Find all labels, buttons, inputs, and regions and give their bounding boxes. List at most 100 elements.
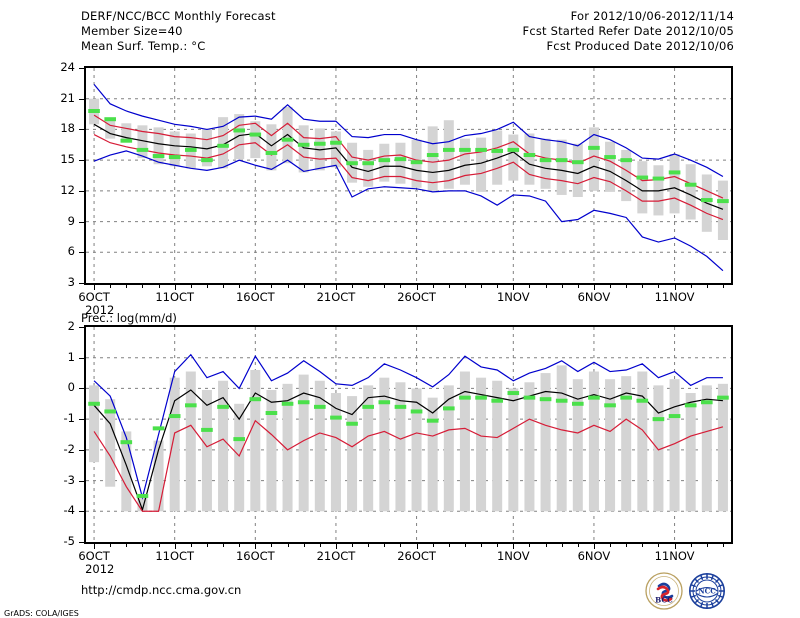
- median-marker: [717, 395, 729, 400]
- ensemble-spread-bar: [492, 380, 503, 512]
- y-tick: [79, 542, 84, 543]
- x-tick-minor: [271, 544, 273, 547]
- median-marker: [297, 400, 310, 405]
- ensemble-spread-bar: [363, 385, 374, 512]
- x-tick-minor: [206, 544, 208, 547]
- median-marker: [588, 145, 600, 150]
- ensemble-spread-bar: [218, 380, 229, 512]
- series-line-mean: [93, 389, 723, 512]
- x-tick-major: [513, 285, 515, 290]
- x-tick-major: [416, 285, 418, 290]
- ensemble-spread-bar: [717, 180, 728, 240]
- median-marker: [443, 147, 455, 152]
- ensemble-spread-bar: [508, 134, 519, 181]
- ensemble-spread-bar: [605, 379, 616, 512]
- series-line-min: [93, 418, 724, 512]
- ensemble-spread-bar: [137, 494, 148, 512]
- header-forecast-period: For 2012/10/06-2012/11/14: [570, 9, 734, 23]
- series-line-max: [93, 83, 724, 178]
- series-line-lower-quartile: [93, 134, 724, 221]
- x-axis-tick-label: 16OCT: [235, 549, 275, 563]
- median-marker: [588, 395, 600, 400]
- ensemble-spread-bar: [185, 371, 196, 512]
- median-marker: [539, 158, 552, 163]
- ensemble-spread-bar: [395, 142, 406, 184]
- ensemble-spread-bar: [572, 143, 583, 197]
- y-axis-tick-label: 2: [67, 319, 75, 333]
- ensemble-spread-bar: [459, 138, 470, 185]
- median-marker: [475, 395, 487, 400]
- x-tick-minor: [319, 285, 321, 288]
- median-marker: [604, 403, 616, 408]
- ensemble-spread-bar: [427, 397, 438, 512]
- ensemble-spread-bar: [105, 399, 116, 487]
- y-tick: [79, 388, 84, 390]
- ensemble-spread-bar: [443, 385, 454, 512]
- median-marker: [701, 400, 713, 405]
- ensemble-spread-bar: [314, 380, 325, 512]
- x-tick-major: [674, 544, 676, 549]
- median-marker: [152, 426, 165, 431]
- median-marker: [684, 182, 697, 187]
- x-tick-minor: [158, 544, 160, 547]
- median-marker: [410, 160, 423, 165]
- x-tick-minor: [642, 544, 644, 547]
- y-tick: [79, 357, 84, 359]
- median-marker: [314, 141, 326, 146]
- ensemble-spread-bar: [266, 389, 277, 512]
- median-marker: [185, 147, 197, 152]
- x-tick-major: [335, 544, 337, 549]
- y-axis-tick-label: 6: [67, 244, 75, 259]
- y-tick: [79, 283, 84, 284]
- ensemble-spread-bar: [572, 379, 583, 512]
- x-tick-minor: [545, 544, 547, 547]
- x-tick-minor: [529, 285, 531, 288]
- x-tick-minor: [432, 285, 434, 288]
- median-marker: [636, 398, 649, 403]
- median-marker: [394, 157, 407, 162]
- ensemble-spread-bar: [459, 371, 470, 512]
- median-marker: [233, 128, 245, 133]
- median-marker: [684, 403, 697, 408]
- ensemble-spread-bar: [556, 139, 567, 195]
- x-axis-tick-label: 1NOV: [496, 290, 530, 304]
- median-marker: [185, 403, 197, 408]
- median-marker: [523, 395, 536, 400]
- series-line-max: [93, 353, 723, 500]
- y-axis-tick-label: -1: [63, 411, 75, 426]
- ensemble-spread-bar: [588, 371, 599, 512]
- median-marker: [491, 148, 503, 153]
- x-tick-major: [94, 285, 96, 290]
- x-tick-minor: [610, 285, 612, 288]
- x-tick-minor: [142, 544, 144, 547]
- median-marker: [717, 199, 729, 204]
- x-tick-minor: [497, 285, 499, 288]
- x-tick-minor: [319, 544, 321, 547]
- header-started-date: Fcst Started Refer Date 2012/10/05: [522, 24, 734, 38]
- x-tick-minor: [432, 544, 434, 547]
- x-tick-major: [335, 285, 337, 290]
- x-tick-minor: [190, 285, 192, 288]
- ensemble-spread-bar: [588, 127, 599, 191]
- x-tick-minor: [126, 544, 128, 547]
- panel-prec-svg: [86, 327, 731, 542]
- x-tick-minor: [142, 285, 144, 288]
- axis-left: [84, 325, 86, 544]
- svg-text:BCC: BCC: [655, 596, 673, 605]
- y-tick: [79, 449, 84, 451]
- x-tick-minor: [287, 285, 289, 288]
- median-marker: [362, 161, 374, 166]
- y-tick: [79, 252, 84, 254]
- x-tick-minor: [642, 285, 644, 288]
- x-axis-year-label: 2012: [85, 303, 115, 317]
- x-tick-minor: [368, 544, 370, 547]
- ensemble-spread-bar: [330, 131, 341, 168]
- x-tick-minor: [368, 285, 370, 288]
- x-tick-minor: [384, 285, 386, 288]
- median-marker: [281, 137, 294, 142]
- x-axis-tick-label: 11NOV: [654, 549, 695, 563]
- y-axis-tick-label: 21: [60, 90, 75, 105]
- y-tick: [79, 98, 84, 100]
- x-tick-minor: [529, 544, 531, 547]
- source-url[interactable]: http://cmdp.ncc.cma.gov.cn: [81, 583, 242, 597]
